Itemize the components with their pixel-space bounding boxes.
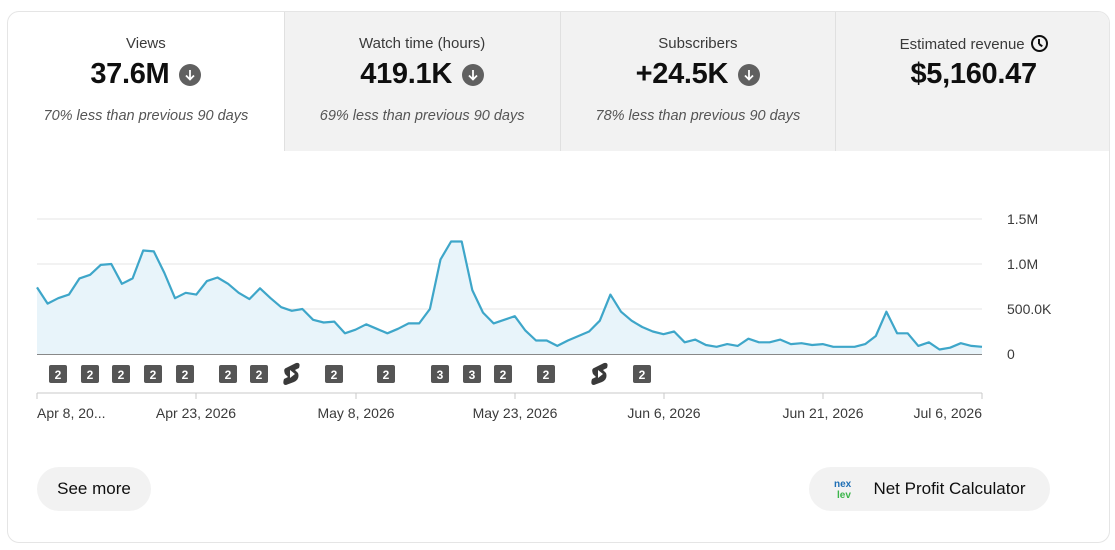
tab-value: +24.5K: [635, 58, 729, 90]
marker-count: 2: [118, 368, 125, 382]
tab-value: $5,160.47: [910, 58, 1037, 90]
marker-badge: [537, 365, 555, 383]
arrow-down-circle-icon: [179, 63, 202, 86]
series-area: [37, 241, 982, 354]
marker-badge: [219, 365, 237, 383]
marker-badge: [112, 365, 130, 383]
tab-subscribers[interactable]: Subscribers +24.5K 78% less than previou…: [559, 12, 836, 151]
marker-badge: [49, 365, 67, 383]
marker-count: 2: [150, 368, 157, 382]
x-tick-label: Apr 8, 20...: [37, 405, 105, 421]
marker-badge: [494, 365, 512, 383]
clock-icon[interactable]: [1030, 35, 1048, 52]
nexlev-logo-icon: nex lev: [833, 478, 863, 501]
y-tick-label: 0: [1007, 346, 1015, 362]
marker-count: 2: [543, 368, 550, 382]
tab-value: 37.6M: [90, 58, 170, 90]
x-tick-label: Jul 6, 2026: [914, 405, 983, 421]
marker-badge: [431, 365, 449, 383]
net-profit-calculator-label: Net Profit Calculator: [873, 479, 1026, 498]
marker-count: 2: [87, 368, 94, 382]
marker-badge: [250, 365, 268, 383]
marker-count: 2: [182, 368, 189, 382]
x-tick-label: May 23, 2026: [473, 405, 558, 421]
marker-count: 2: [639, 368, 646, 382]
marker-count: 3: [469, 368, 476, 382]
y-tick-label: 1.0M: [1007, 256, 1038, 272]
net-profit-calculator-button[interactable]: nex lev Net Profit Calculator: [809, 467, 1050, 511]
arrow-down-circle-icon: [461, 63, 484, 86]
tab-comparison: 70% less than previous 90 days: [43, 108, 249, 124]
marker-count: 2: [331, 368, 338, 382]
tab-label: Estimated revenue: [899, 36, 1025, 53]
marker-count: 3: [437, 368, 444, 382]
svg-text:lev: lev: [837, 490, 851, 500]
y-tick-label: 500.0K: [1007, 301, 1052, 317]
see-more-button[interactable]: See more: [37, 467, 151, 511]
tab-revenue[interactable]: Estimated revenue $5,160.47: [835, 12, 1109, 151]
tab-comparison: 78% less than previous 90 days: [595, 108, 801, 124]
tab-value: 419.1K: [360, 58, 452, 90]
series-line: [36, 240, 983, 351]
shorts-icon[interactable]: [591, 362, 608, 385]
marker-count: 2: [383, 368, 390, 382]
tab-label-row: Estimated revenue: [836, 35, 1109, 53]
marker-count: 2: [256, 368, 263, 382]
shorts-icon[interactable]: [283, 362, 300, 385]
marker-badge: [377, 365, 395, 383]
tab-comparison: 69% less than previous 90 days: [319, 108, 525, 124]
analytics-card: Views 37.6M 70% less than previous 90 da…: [7, 11, 1110, 543]
marker-badge: [633, 365, 651, 383]
marker-badge: [176, 365, 194, 383]
tab-label: Views: [126, 35, 166, 52]
marker-badge: [463, 365, 481, 383]
tab-label: Subscribers: [658, 35, 738, 52]
x-tick-label: May 8, 2026: [317, 405, 394, 421]
marker-badge: [144, 365, 162, 383]
marker-badge: [325, 365, 343, 383]
tab-label: Watch time (hours): [359, 35, 486, 52]
marker-badge: [81, 365, 99, 383]
x-tick-label: Apr 23, 2026: [156, 405, 236, 421]
marker-count: 2: [500, 368, 507, 382]
tab-views[interactable]: Views 37.6M 70% less than previous 90 da…: [8, 12, 284, 151]
arrow-down-circle-icon: [738, 63, 761, 86]
x-tick-label: Jun 6, 2026: [627, 405, 700, 421]
y-tick-label: 1.5M: [1007, 211, 1038, 227]
x-tick-label: Jun 21, 2026: [783, 405, 864, 421]
marker-count: 2: [55, 368, 62, 382]
metric-tabs: Views 37.6M 70% less than previous 90 da…: [8, 12, 1109, 151]
svg-text:nex: nex: [834, 479, 852, 490]
tab-watch-time[interactable]: Watch time (hours) 419.1K 69% less than …: [283, 12, 560, 151]
marker-count: 2: [225, 368, 232, 382]
